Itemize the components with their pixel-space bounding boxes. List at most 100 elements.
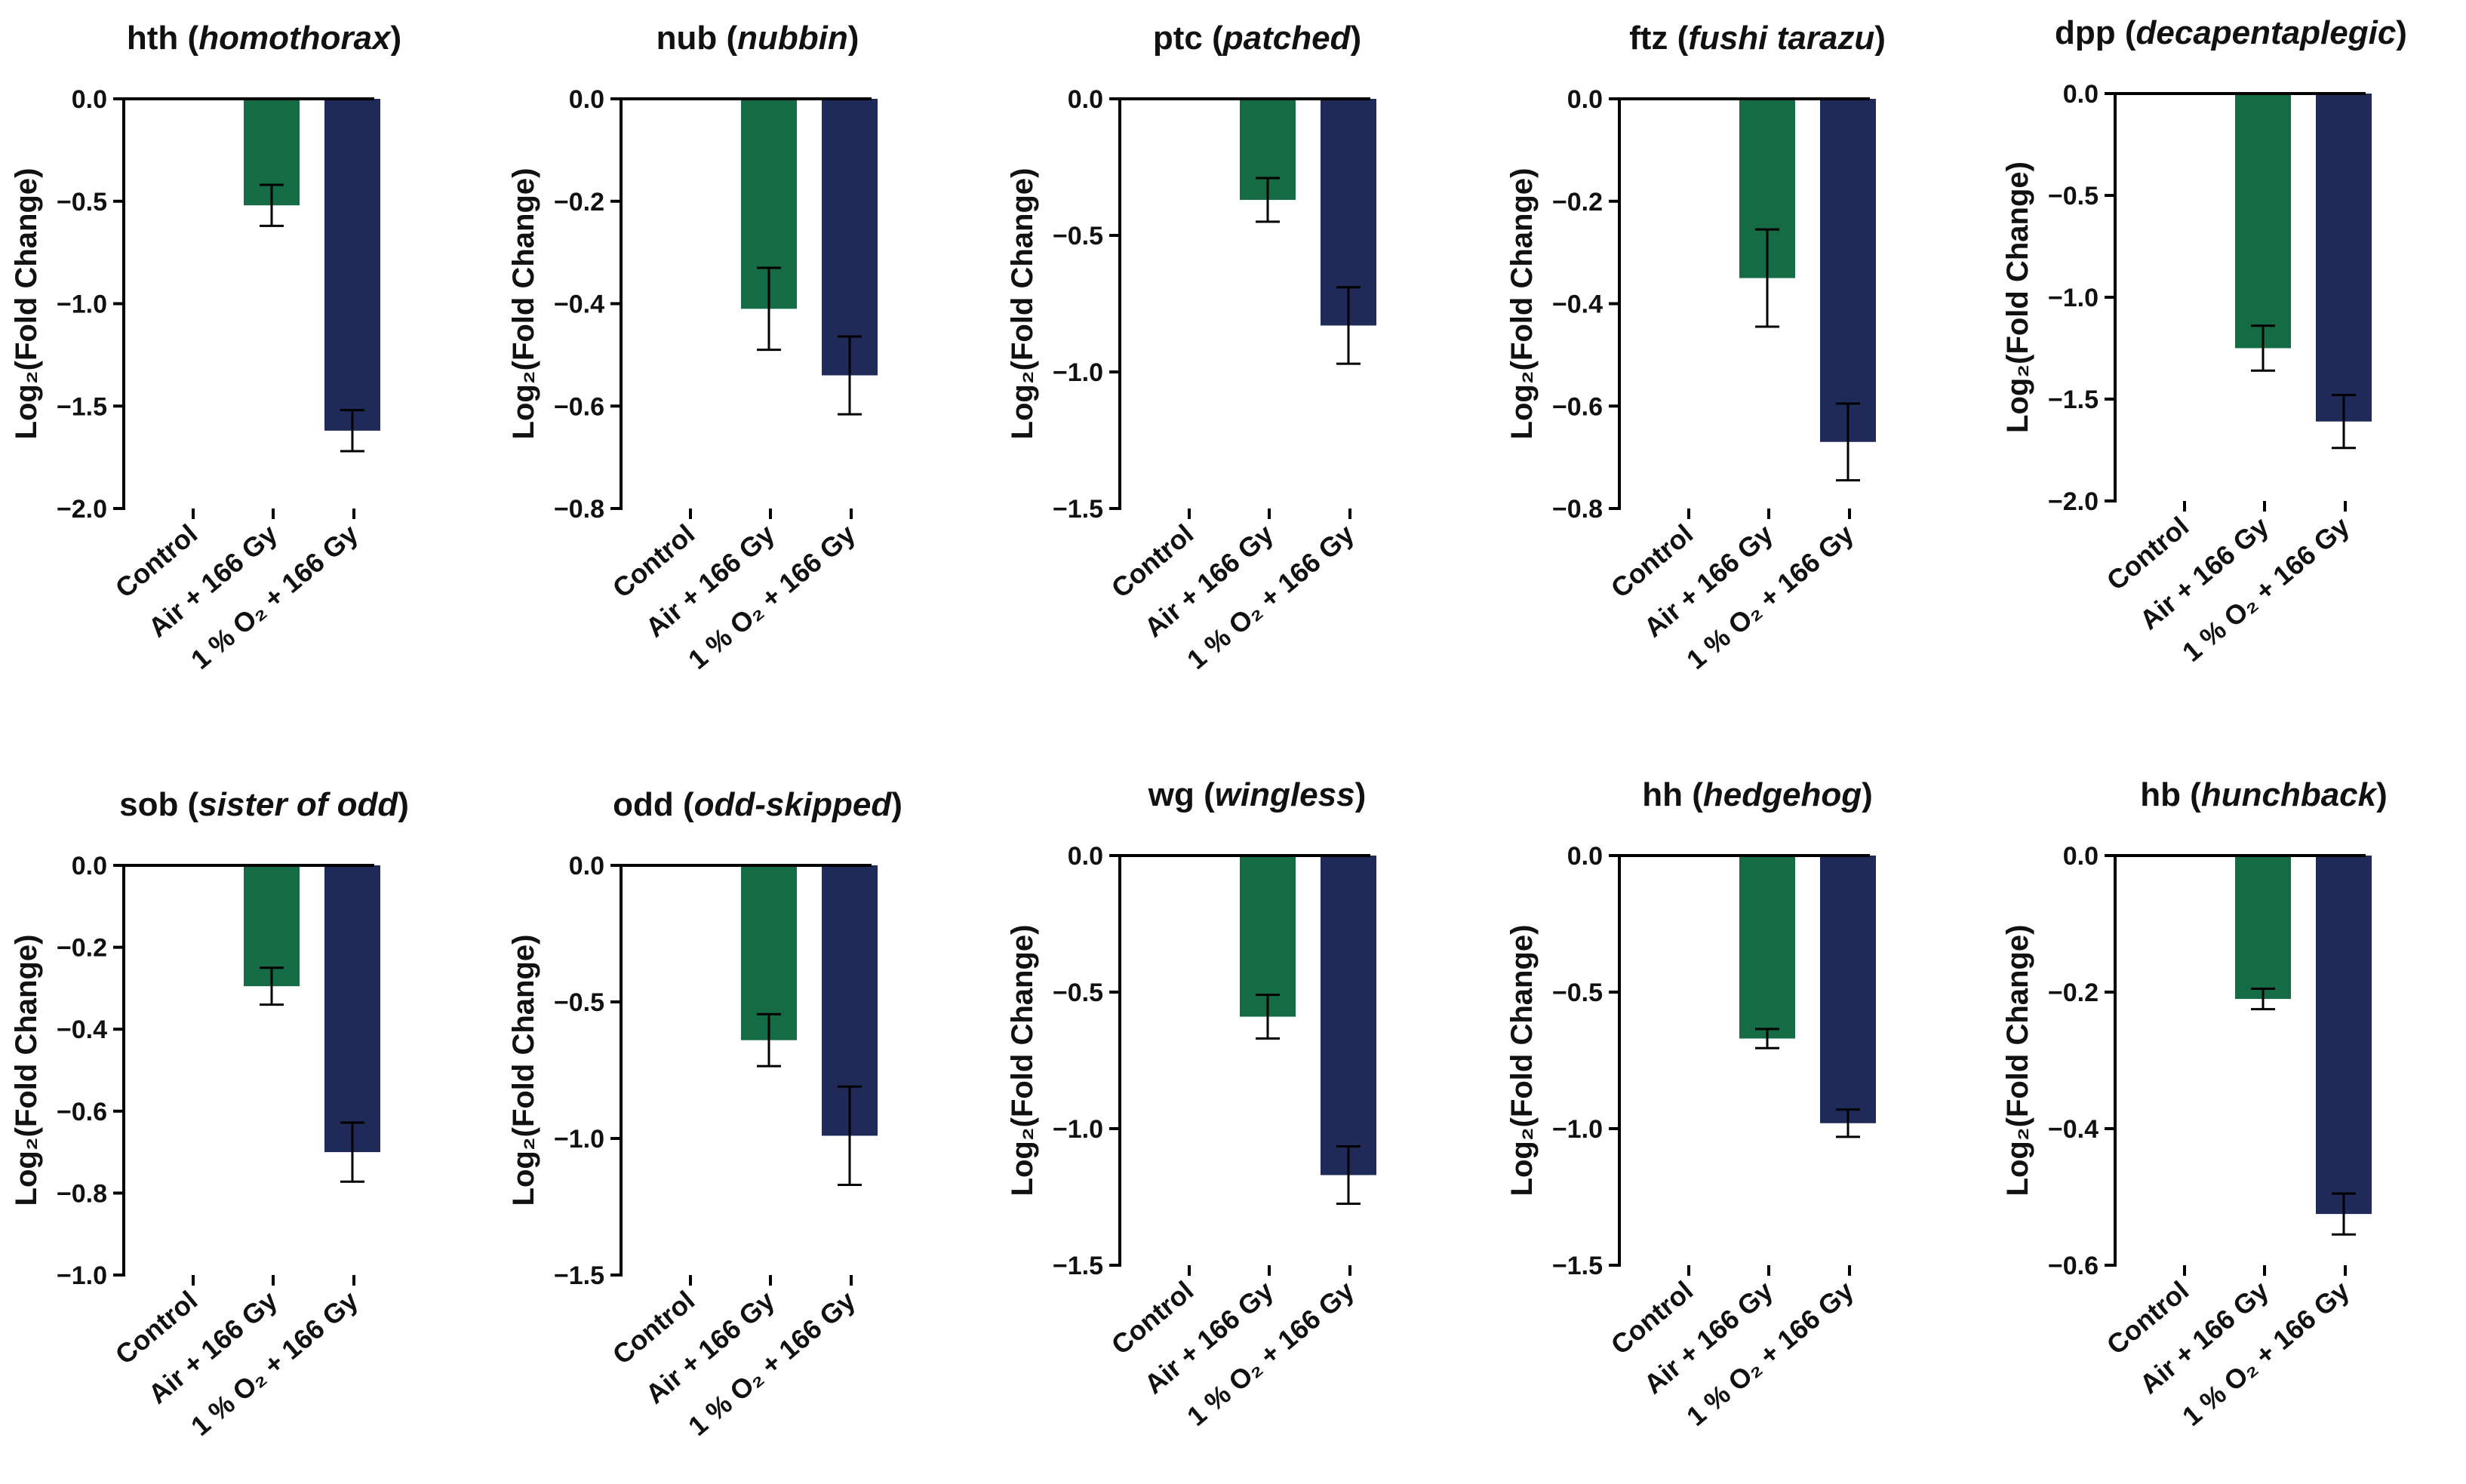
panel-nub: nub (nubbin)0.0−0.2−0.4−0.6−0.8ControlAi… (507, 20, 878, 675)
y-tick-label: −0.5 (554, 988, 604, 1017)
y-tick-label: −0.6 (1552, 392, 1603, 421)
y-tick-label: −0.4 (1552, 290, 1603, 319)
y-tick-label: 0.0 (1567, 85, 1603, 114)
y-tick-label: −1.5 (1552, 1252, 1603, 1280)
chart-title: nub (nubbin) (656, 20, 859, 57)
title-close: ) (2396, 14, 2407, 51)
y-axis-label: Log₂(Fold Change) (10, 168, 43, 440)
y-tick-label: −0.4 (2048, 1115, 2099, 1144)
y-tick-label: −1.0 (57, 290, 107, 319)
y-axis-label: Log₂(Fold Change) (2001, 925, 2034, 1197)
title-name: hunchback (2201, 776, 2378, 813)
title-name: hedgehog (1703, 776, 1862, 813)
bar-1 (2235, 856, 2291, 1000)
bar-2 (2316, 94, 2372, 422)
y-tick-label: 0.0 (72, 852, 107, 880)
bar-1 (1240, 856, 1296, 1017)
y-tick-label: −1.5 (554, 1261, 604, 1290)
y-tick-label: −0.2 (1552, 188, 1603, 217)
y-tick-label: 0.0 (1567, 842, 1603, 871)
chart-title: ftz (fushi tarazu) (1629, 20, 1886, 57)
y-tick-label: −1.0 (2048, 284, 2099, 312)
bar-1 (244, 865, 300, 987)
title-gene: nub ( (656, 20, 738, 57)
title-name: nubbin (737, 20, 848, 57)
title-gene: hh ( (1642, 776, 1703, 813)
y-tick-label: −0.8 (1552, 495, 1603, 524)
panel-hb: hb (hunchback)0.0−0.2−0.4−0.6ControlAir … (2001, 776, 2388, 1432)
y-tick-label: −1.0 (554, 1125, 604, 1154)
title-close: ) (390, 20, 401, 57)
y-tick-label: 0.0 (569, 852, 604, 880)
y-axis-label: Log₂(Fold Change) (10, 935, 43, 1206)
bar-2 (822, 99, 878, 376)
chart-title: wg (wingless) (1148, 776, 1366, 813)
y-tick-label: −0.6 (554, 392, 604, 421)
title-gene: hth ( (127, 20, 199, 57)
title-close: ) (2376, 776, 2388, 813)
bar-2 (1820, 856, 1876, 1123)
y-axis-label: Log₂(Fold Change) (1505, 168, 1539, 440)
title-name: homothorax (198, 20, 392, 57)
bar-1 (1739, 856, 1795, 1039)
y-tick-label: −0.5 (2048, 182, 2099, 210)
chart-title: sob (sister of odd) (119, 786, 409, 823)
bar-2 (2316, 856, 2372, 1215)
title-name: patched (1222, 20, 1351, 57)
y-axis-label: Log₂(Fold Change) (507, 168, 540, 440)
y-tick-label: −2.0 (57, 495, 107, 524)
y-tick-label: −2.0 (2048, 487, 2099, 516)
y-tick-label: −1.0 (1552, 1115, 1603, 1144)
panel-ftz: ftz (fushi tarazu)0.0−0.2−0.4−0.6−0.8Con… (1505, 20, 1886, 675)
y-tick-label: −0.8 (554, 495, 604, 524)
title-name: odd-skipped (694, 786, 893, 823)
y-tick-label: −1.0 (1053, 1115, 1103, 1144)
bar-2 (324, 865, 380, 1153)
panel-sob: sob (sister of odd) 0.0 −0.2 −0.4 −0.6 −0.8 −1… (10, 786, 409, 1442)
y-tick-label: −1.0 (1053, 358, 1103, 387)
chart-title: hh (hedgehog) (1642, 776, 1873, 813)
title-gene: sob ( (119, 786, 198, 823)
y-axis-label: Log₂(Fold Change) (1006, 168, 1039, 440)
chart-title: hth (homothorax) (127, 20, 401, 57)
y-tick-label: 0.0 (2063, 842, 2099, 871)
y-tick-label: 0.0 (1068, 85, 1103, 114)
title-close: ) (1862, 776, 1873, 813)
y-axis-label: Log₂(Fold Change) (2001, 161, 2034, 433)
y-axis-label: Log₂(Fold Change) (1505, 925, 1539, 1197)
title-close: ) (1355, 776, 1367, 813)
y-tick-label: −0.5 (1552, 979, 1603, 1007)
chart-title: ptc (patched) (1153, 20, 1361, 57)
y-tick-label: −0.5 (1053, 222, 1103, 250)
y-axis-label: Log₂(Fold Change) (1006, 925, 1039, 1197)
y-tick-label: −0.2 (2048, 979, 2099, 1007)
title-name: decapentaplegic (2136, 14, 2397, 51)
chart-title: odd (odd-skipped) (613, 786, 902, 823)
y-tick-label: −0.5 (57, 188, 107, 217)
title-close: ) (848, 20, 859, 57)
y-tick-label: −0.2 (554, 188, 604, 217)
title-gene: wg ( (1148, 776, 1215, 813)
y-tick-label: −0.4 (554, 290, 604, 319)
y-tick-label: −1.5 (1053, 1252, 1103, 1280)
bar-2 (324, 99, 380, 431)
y-tick-label: 0.0 (72, 85, 107, 114)
y-tick-label: 0.0 (1068, 842, 1103, 871)
panel-odd: odd (odd-skipped)0.0−0.5−1.0−1.5ControlA… (507, 786, 902, 1442)
title-close: ) (398, 786, 409, 823)
bar-2 (1820, 99, 1876, 442)
title-name: sister of odd (198, 786, 398, 823)
y-tick-label: −1.0 (57, 1261, 107, 1290)
panel-dpp: dpp (decapentaplegic) 0.0 −0.5 −1.0 −1.5 −2.0… (2001, 14, 2407, 668)
title-close: ) (1874, 20, 1886, 57)
title-gene: hb ( (2140, 776, 2201, 813)
title-name: fushi tarazu (1688, 20, 1874, 57)
y-tick-label: −0.2 (57, 934, 107, 963)
y-tick-label: −1.5 (2048, 386, 2099, 414)
chart-title: hb (hunchback) (2140, 776, 2388, 813)
y-tick-label: −0.5 (1053, 979, 1103, 1007)
